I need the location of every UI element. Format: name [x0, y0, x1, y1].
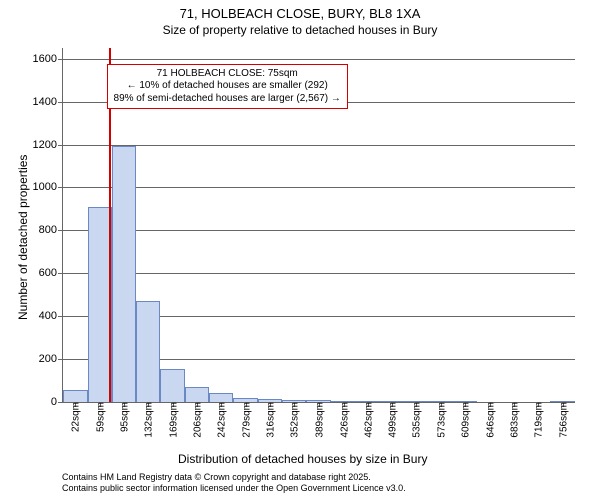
ytick-label: 1000	[33, 181, 63, 193]
xtick-label: 756sqm	[557, 402, 570, 438]
footer-attribution: Contains HM Land Registry data © Crown c…	[62, 472, 406, 494]
gridline	[63, 230, 575, 231]
annotation-box: 71 HOLBEACH CLOSE: 75sqm← 10% of detache…	[107, 64, 348, 110]
xtick-label: 316sqm	[264, 402, 277, 438]
ytick-label: 1200	[33, 139, 63, 151]
xtick-label: 646sqm	[483, 402, 496, 438]
annotation-line: 89% of semi-detached houses are larger (…	[114, 93, 341, 106]
xtick-label: 352sqm	[288, 402, 301, 438]
ytick-label: 400	[39, 310, 63, 322]
xtick-label: 169sqm	[166, 402, 179, 438]
xtick-label: 242sqm	[215, 402, 228, 438]
footer-line-2: Contains public sector information licen…	[62, 483, 406, 494]
xtick-label: 573sqm	[435, 402, 448, 438]
ytick-label: 600	[39, 267, 63, 279]
gridline	[63, 145, 575, 146]
xtick-label: 22sqm	[68, 402, 81, 432]
histogram-bar	[160, 369, 185, 402]
histogram-bar	[136, 301, 160, 402]
chart-subtitle: Size of property relative to detached ho…	[0, 23, 600, 37]
xtick-label: 719sqm	[532, 402, 545, 438]
xtick-label: 279sqm	[239, 402, 252, 438]
annotation-line: ← 10% of detached houses are smaller (29…	[114, 80, 341, 93]
histogram-bar	[63, 390, 88, 402]
y-axis-label: Number of detached properties	[16, 155, 30, 320]
xtick-label: 95sqm	[117, 402, 130, 432]
ytick-label: 0	[51, 396, 63, 408]
xtick-label: 462sqm	[361, 402, 374, 438]
ytick-label: 200	[39, 353, 63, 365]
xtick-label: 683sqm	[508, 402, 521, 438]
xtick-label: 426sqm	[337, 402, 350, 438]
chart-container: 71, HOLBEACH CLOSE, BURY, BL8 1XA Size o…	[0, 0, 600, 500]
xtick-label: 59sqm	[93, 402, 106, 432]
gridline	[63, 187, 575, 188]
x-axis-label: Distribution of detached houses by size …	[178, 452, 427, 466]
histogram-bar	[209, 393, 233, 402]
xtick-label: 389sqm	[313, 402, 326, 438]
gridline	[63, 59, 575, 60]
ytick-label: 1600	[33, 53, 63, 65]
xtick-label: 535sqm	[410, 402, 423, 438]
ytick-label: 1400	[33, 96, 63, 108]
plot-area: 0200400600800100012001400160022sqm59sqm9…	[62, 48, 575, 403]
histogram-bar	[88, 207, 112, 402]
gridline	[63, 273, 575, 274]
chart-title: 71, HOLBEACH CLOSE, BURY, BL8 1XA	[0, 0, 600, 23]
histogram-bar	[112, 146, 137, 402]
ytick-label: 800	[39, 224, 63, 236]
annotation-line: 71 HOLBEACH CLOSE: 75sqm	[114, 68, 341, 81]
xtick-label: 206sqm	[191, 402, 204, 438]
xtick-label: 132sqm	[142, 402, 155, 438]
xtick-label: 609sqm	[459, 402, 472, 438]
xtick-label: 499sqm	[386, 402, 399, 438]
histogram-bar	[185, 387, 210, 402]
footer-line-1: Contains HM Land Registry data © Crown c…	[62, 472, 406, 483]
